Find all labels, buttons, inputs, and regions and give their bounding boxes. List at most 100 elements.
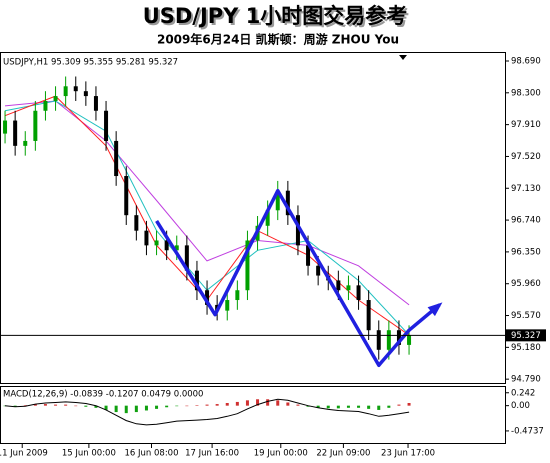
- candle-body: [386, 330, 391, 350]
- macd-histogram-bar: [266, 399, 270, 406]
- y-tick-label: 95.960: [511, 279, 541, 289]
- candle-body: [376, 330, 381, 350]
- candle-body: [285, 190, 290, 216]
- macd-histogram-bar: [84, 405, 88, 407]
- y-tick-label: 94.790: [511, 375, 541, 385]
- macd-histogram-bar: [195, 405, 199, 406]
- x-tick-label: 17 Jun 16:00: [185, 449, 239, 459]
- macd-histogram-bar: [215, 404, 219, 406]
- candle-body: [63, 86, 68, 97]
- x-tick-label: 11 Jun 2009: [0, 449, 48, 459]
- macd-histogram-bar: [175, 405, 179, 407]
- macd-histogram-bar: [367, 405, 371, 409]
- candle-body: [154, 240, 159, 246]
- macd-histogram-bar: [387, 405, 391, 408]
- candle-body: [3, 120, 8, 134]
- macd-histogram-bar: [276, 400, 280, 406]
- macd-histogram-bar: [225, 403, 229, 406]
- macd-histogram-bar: [407, 403, 411, 406]
- macd-histogram-bar: [316, 405, 320, 408]
- candle-body: [43, 100, 48, 111]
- macd-histogram-bar: [286, 402, 290, 406]
- macd-histogram-bar: [336, 405, 340, 409]
- candle-body: [245, 240, 250, 291]
- candle-body: [407, 335, 412, 345]
- y-tick-label: 0.00: [511, 401, 530, 411]
- candle-body: [225, 300, 230, 311]
- macd-histogram-bar: [357, 405, 361, 408]
- macd-histogram-bar: [74, 405, 78, 407]
- x-tick-label: 22 Jun 09:00: [316, 449, 370, 459]
- y-tick-label: 98.300: [511, 88, 541, 98]
- shift-marker: [399, 55, 407, 60]
- candle-body: [184, 245, 189, 271]
- candle-body: [93, 96, 98, 111]
- macd-histogram-bar: [23, 405, 27, 406]
- candle-body: [23, 140, 28, 146]
- macd-histogram-bar: [64, 404, 68, 406]
- candle-body: [144, 230, 149, 246]
- x-tick-label: 16 Jun 08:00: [125, 449, 179, 459]
- candle-body: [316, 265, 321, 276]
- candle-body: [73, 86, 78, 92]
- main-panel: [0, 52, 506, 384]
- y-tick-label: -0.4737: [511, 426, 544, 436]
- candle-body: [346, 285, 351, 291]
- candle-body: [114, 140, 119, 177]
- macd-label: MACD(12,26,9) -0.0839 -0.1207 0.0479 0.0…: [3, 390, 203, 400]
- pattern-line: [155, 188, 441, 368]
- candle-body: [295, 215, 300, 246]
- macd-histogram-bar: [94, 405, 98, 408]
- moving-average: [4, 100, 410, 306]
- pattern-arrowhead: [427, 302, 443, 317]
- macd-histogram-bar: [33, 404, 37, 406]
- macd-histogram-bar: [43, 404, 47, 406]
- y-tick-label: 97.520: [511, 152, 541, 162]
- current-price-box: [506, 329, 546, 342]
- y-tick-label: 97.910: [511, 120, 541, 130]
- candle-body: [134, 215, 139, 231]
- x-tick-label: 19 Jun 00:00: [254, 449, 308, 459]
- x-tick-label: 15 Jun 00:00: [62, 449, 116, 459]
- macd-histogram-bar: [235, 401, 239, 406]
- macd-histogram-bar: [377, 405, 381, 410]
- macd-histogram-bar: [397, 404, 401, 406]
- chart-title: USD/JPY 1小时图交易参考: [143, 4, 408, 28]
- macd-histogram-bar: [185, 405, 189, 407]
- macd-histogram-bar: [155, 405, 159, 409]
- main-label: USDJPY,H1 95.309 95.355 95.281 95.327: [3, 58, 178, 68]
- macd-histogram-bar: [134, 405, 138, 413]
- macd-histogram-bar: [326, 405, 330, 409]
- candle-body: [124, 176, 129, 216]
- candle-body: [306, 245, 311, 266]
- macd-histogram-bar: [205, 404, 209, 406]
- candle-body: [205, 290, 210, 305]
- y-tick-label: 97.130: [511, 184, 541, 194]
- candle-body: [194, 270, 199, 291]
- y-tick-label: 96.350: [511, 247, 541, 257]
- candle-body: [396, 330, 401, 345]
- candle-body: [164, 240, 169, 251]
- y-tick-label: 0.242: [511, 388, 535, 398]
- candle-body: [104, 110, 109, 141]
- chart-title-shadow: USD/JPY 1小时图交易参考: [145, 6, 410, 30]
- macd-line: [4, 398, 410, 426]
- macd-panel: [0, 386, 506, 444]
- macd-histogram-bar: [296, 404, 300, 406]
- x-tick-label: 23 Jun 17:00: [381, 449, 435, 459]
- y-tick-label: 95.180: [511, 343, 541, 353]
- y-tick-label: 98.690: [511, 56, 541, 66]
- macd-histogram-bar: [346, 405, 350, 408]
- candle-body: [275, 190, 280, 211]
- y-tick-label: 96.740: [511, 216, 541, 226]
- candle-body: [13, 120, 18, 146]
- candle-body: [366, 300, 371, 331]
- macd-histogram-bar: [245, 400, 249, 406]
- macd-histogram-bar: [114, 405, 118, 413]
- candle-body: [174, 245, 179, 251]
- candle-body: [33, 110, 38, 141]
- current-price-label: 95.327: [511, 331, 541, 341]
- candle-body: [53, 96, 58, 101]
